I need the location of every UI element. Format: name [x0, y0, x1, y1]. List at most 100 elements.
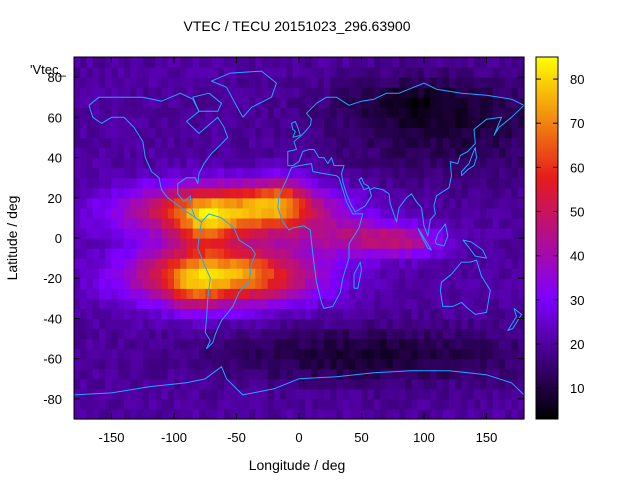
heatmap-cell — [455, 308, 463, 320]
heatmap-cell — [261, 187, 269, 199]
heatmap-cell — [405, 177, 413, 189]
heatmap-cell — [411, 97, 419, 108]
heatmap-cell — [261, 298, 269, 309]
heatmap-cell — [161, 398, 169, 410]
heatmap-cell — [324, 167, 331, 179]
heatmap-cell — [492, 248, 500, 259]
heatmap-cell — [267, 388, 275, 400]
heatmap-cell — [449, 388, 456, 400]
heatmap-cell — [117, 358, 125, 370]
heatmap-cell — [292, 248, 300, 259]
heatmap-cell — [180, 338, 188, 350]
colorbar-tick-label: 20 — [570, 337, 584, 352]
heatmap-cell — [236, 348, 244, 360]
heatmap-cell — [292, 87, 300, 98]
heatmap-cell — [317, 288, 325, 299]
heatmap-cell — [174, 147, 181, 159]
heatmap-cell — [399, 358, 406, 370]
heatmap-cell — [411, 217, 419, 229]
heatmap-cell — [149, 97, 156, 108]
heatmap-cell — [305, 97, 313, 108]
heatmap-cell — [80, 358, 88, 370]
heatmap-cell — [417, 67, 425, 78]
heatmap-cell — [130, 117, 138, 128]
heatmap-cell — [86, 107, 94, 118]
heatmap-cell — [224, 368, 231, 380]
heatmap-cell — [349, 127, 356, 139]
heatmap-cell — [111, 288, 119, 299]
heatmap-cell — [317, 217, 325, 229]
heatmap-cell — [292, 238, 300, 249]
heatmap-cell — [324, 227, 331, 239]
heatmap-cell — [449, 197, 456, 209]
heatmap-cell — [436, 308, 444, 320]
heatmap-cell — [242, 248, 250, 259]
heatmap-cell — [336, 187, 344, 199]
heatmap-cell — [442, 338, 450, 350]
coastline-britain — [291, 120, 301, 138]
heatmap-cell — [317, 177, 325, 189]
heatmap-cell — [474, 157, 481, 169]
heatmap-cell — [267, 187, 275, 199]
heatmap-cell — [186, 308, 194, 320]
heatmap-cell — [486, 378, 494, 390]
heatmap-cell — [355, 187, 363, 199]
heatmap-cell — [380, 167, 388, 179]
heatmap-cell — [511, 97, 519, 108]
heatmap-cell — [305, 137, 313, 149]
heatmap-cell — [349, 137, 356, 149]
heatmap-cell — [361, 278, 369, 289]
heatmap-cell — [361, 217, 369, 229]
heatmap-cell — [367, 298, 375, 309]
heatmap-cell — [449, 177, 456, 189]
heatmap-cell — [242, 107, 250, 118]
heatmap-cell — [461, 278, 469, 289]
heatmap-cell — [511, 378, 519, 390]
heatmap-cell — [224, 77, 231, 88]
heatmap-cell — [317, 258, 325, 269]
heatmap-cell — [317, 398, 325, 410]
heatmap-cell — [467, 308, 475, 320]
heatmap-cell — [261, 268, 269, 279]
coastlines — [73, 70, 525, 420]
heatmap-cell — [480, 57, 488, 68]
heatmap-cell — [405, 87, 413, 98]
heatmap-cell — [311, 157, 319, 169]
heatmap-cell — [511, 77, 519, 88]
heatmap-cell — [499, 288, 506, 299]
heatmap-cell — [149, 408, 156, 420]
heatmap-cell — [361, 137, 369, 149]
heatmap-cell — [74, 278, 81, 289]
heatmap-cell — [342, 258, 350, 269]
heatmap-cell — [111, 248, 119, 259]
heatmap-cell — [342, 288, 350, 299]
heatmap-cell — [374, 207, 381, 219]
heatmap-cell — [505, 258, 513, 269]
heatmap-cell — [99, 248, 106, 259]
heatmap-cell — [467, 328, 475, 340]
heatmap-cell — [280, 227, 288, 239]
heatmap-cell — [330, 338, 338, 350]
heatmap-cell — [142, 127, 150, 139]
heatmap-cell — [449, 358, 456, 370]
heatmap-cell — [155, 127, 163, 139]
heatmap-cell — [336, 217, 344, 229]
heatmap-cell — [155, 147, 163, 159]
heatmap-cell — [299, 197, 306, 209]
heatmap-cell — [111, 227, 119, 239]
heatmap-cell — [286, 217, 294, 229]
heatmap-cell — [124, 197, 131, 209]
heatmap-cell — [217, 278, 225, 289]
heatmap-cell — [174, 258, 181, 269]
heatmap-cell — [299, 117, 306, 128]
heatmap-cell — [149, 57, 156, 68]
heatmap-cell — [199, 288, 206, 299]
heatmap-cell — [186, 107, 194, 118]
heatmap-cell — [74, 328, 81, 340]
heatmap-cell — [392, 268, 400, 279]
heatmap-cell — [217, 127, 225, 139]
heatmap-cell — [392, 408, 400, 420]
x-tick-label: -150 — [98, 430, 124, 445]
heatmap-cell — [480, 157, 488, 169]
heatmap-cell — [105, 358, 113, 370]
